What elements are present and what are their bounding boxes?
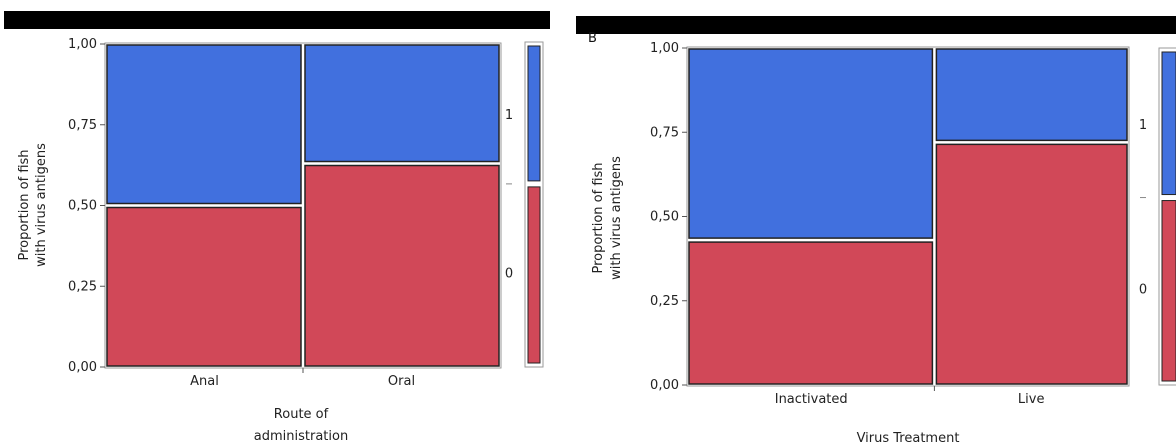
- panel-a-legend-swatch-0: [527, 186, 541, 364]
- panel-b-legend-frame: [1158, 47, 1176, 386]
- panel-b-x-tick-label: Inactivated: [775, 392, 848, 407]
- panel-a-x-tick-label: Oral: [388, 374, 415, 389]
- panel-b-x-tick-label: Live: [1018, 392, 1045, 407]
- panel-a-title-bar: [4, 11, 550, 29]
- panel-b-letter: B: [588, 31, 597, 46]
- panel-b-plot-area: 0,00 0,25 0,50 0,75 1,00 Inactivated Live 1 0: [650, 41, 1176, 407]
- panel-a-x-axis-label-line-2: administration: [254, 429, 348, 444]
- panel-b-x-axis-label: Virus Treatment: [857, 431, 960, 445]
- panel-a-cell-anal-level-0: [106, 206, 302, 367]
- panel-a-legend-frame: [524, 41, 544, 368]
- panel-b-legend-label-1: 1: [1139, 118, 1147, 133]
- panel-b-y-tick-label: 0,25: [650, 294, 679, 309]
- panel-b-legend-swatch-1: [1161, 51, 1176, 196]
- panel-b-legend-label-0: 0: [1139, 282, 1147, 297]
- panel-a-x-axis-label-line-1: Route of: [274, 407, 329, 422]
- panel-a-cell-anal-level-1: [106, 44, 302, 205]
- panel-a-x-tick-label: Anal: [190, 374, 219, 389]
- panel-a-legend-swatch-1: [527, 45, 541, 182]
- panel-a-cell-oral-level-0: [304, 164, 500, 367]
- panel-b-legend-swatch-0: [1161, 200, 1176, 382]
- panel-b-cell-inactivated-level-0: [688, 241, 934, 385]
- panel-a-legend-label-1: 1: [505, 108, 513, 123]
- panel-a-y-tick-label: 0,75: [68, 118, 97, 133]
- panel-b-y-axis-label-line-1: Proportion of fish: [591, 162, 606, 273]
- panel-a-cell-oral-level-1: [304, 44, 500, 163]
- panel-a-y-tick-label: 0,25: [68, 279, 97, 294]
- panel-a-plot-area: 0,00 0,25 0,50 0,75 1,00 Anal Oral 1 0: [68, 37, 544, 389]
- panel-b-title-bar: [576, 16, 1176, 34]
- panel-a-y-tick-label: 0,00: [68, 360, 97, 375]
- panel-b-y-tick-label: 1,00: [650, 41, 679, 56]
- panel-b-y-axis-label-line-2: with virus antigens: [609, 156, 624, 280]
- panel-a-legend-label-0: 0: [505, 266, 513, 281]
- panel-b-y-tick-label: 0,75: [650, 125, 679, 140]
- panel-a-y-axis-label-line-2: with virus antigens: [34, 143, 49, 267]
- panel-b-y-tick-label: 0,50: [650, 210, 679, 225]
- panel-a-y-axis-label-line-1: Proportion of fish: [17, 149, 32, 260]
- panel-b-y-tick-label: 0,00: [650, 378, 679, 393]
- panel-a-y-tick-label: 1,00: [68, 37, 97, 52]
- panel-b-cell-live-level-1: [935, 48, 1128, 142]
- panel-b-cell-live-level-0: [935, 143, 1128, 385]
- panel-a-y-tick-label: 0,50: [68, 199, 97, 214]
- panel-b-cell-inactivated-level-1: [688, 48, 934, 239]
